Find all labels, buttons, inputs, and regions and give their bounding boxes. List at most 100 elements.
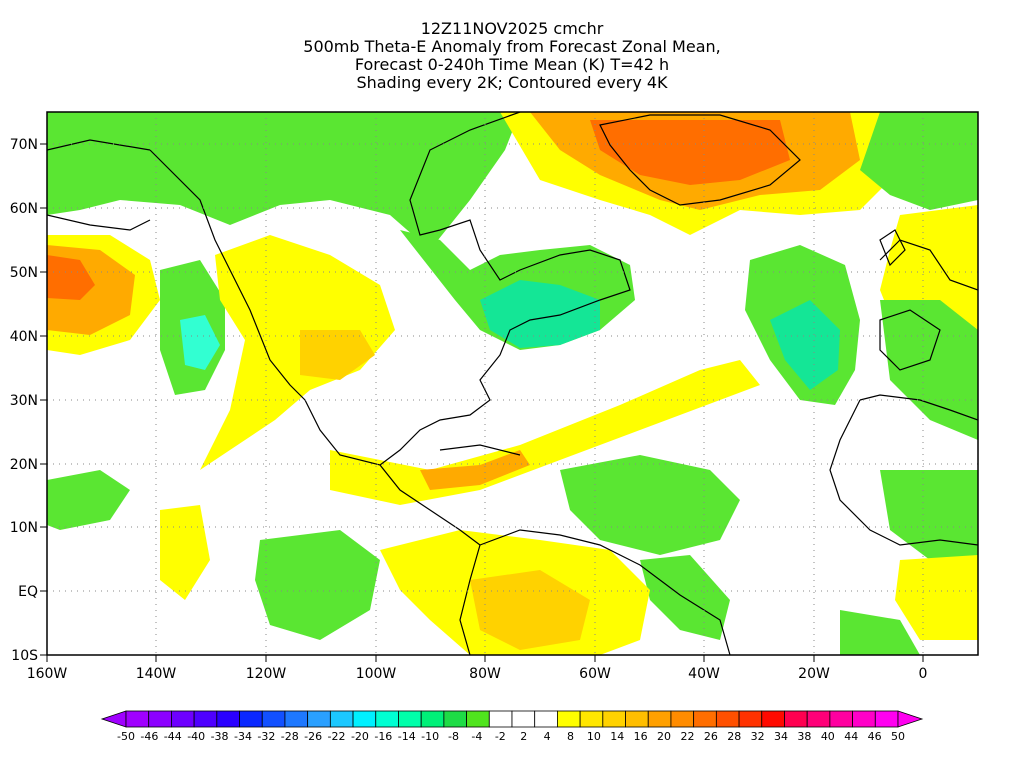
axis-ticks	[40, 143, 924, 662]
shade-green-eastpacific	[255, 530, 380, 640]
shade-green-westafrica	[880, 470, 978, 560]
colorbar-swatch	[261, 710, 286, 728]
map-frame	[46, 111, 979, 656]
colorbar-label: 20	[657, 730, 671, 743]
colorbar-label: 44	[844, 730, 858, 743]
lon-label: 0	[919, 666, 928, 682]
colorbar-swatch	[375, 710, 399, 728]
lon-label: 60W	[579, 666, 611, 682]
colorbar-swatch	[329, 710, 354, 728]
colorbar-swatch	[579, 710, 604, 728]
colorbar-swatch	[806, 710, 831, 728]
title-line-1: 12Z11NOV2025 cmchr	[420, 19, 604, 38]
shade-green-tropics-east	[560, 455, 740, 555]
colorbar-label: -34	[234, 730, 252, 743]
lon-label: 80W	[469, 666, 501, 682]
title-line-2: 500mb Theta-E Anomaly from Forecast Zona…	[303, 37, 721, 56]
lat-label: 10S	[11, 648, 38, 664]
coastline-iberia	[879, 309, 941, 371]
coastline-cuba	[439, 444, 521, 456]
coastline-south-america-west	[459, 544, 481, 655]
colorbar-label: -46	[140, 730, 158, 743]
colorbar-label: -20	[351, 730, 369, 743]
shade-yellow-westus	[200, 235, 395, 470]
colorbar-swatch	[670, 710, 695, 728]
colorbar-label: -2	[495, 730, 506, 743]
colorbar-swatch	[398, 710, 422, 728]
coastline-central-america	[379, 464, 481, 546]
lon-label: 40W	[688, 666, 720, 682]
colorbar-label: -14	[398, 730, 416, 743]
shade-redorange-pacific	[47, 255, 95, 300]
colorbar-swatch	[715, 710, 740, 728]
coastline-alaska	[47, 139, 151, 231]
colorbar-label: 16	[634, 730, 648, 743]
lat-label: 30N	[10, 393, 38, 409]
colorbar-label: 46	[868, 730, 882, 743]
colorbar-label: 4	[544, 730, 551, 743]
colorbar-swatch	[216, 710, 240, 728]
shade-yellow-southeast	[895, 555, 978, 640]
coastline-greenland	[599, 114, 801, 206]
colorbar-swatch	[420, 710, 445, 728]
colorbar-swatch	[647, 710, 672, 728]
colorbar-label: 8	[567, 730, 574, 743]
colorbar-swatch	[466, 710, 490, 728]
colorbar-label: 50	[891, 730, 905, 743]
colorbar-swatch	[874, 710, 899, 728]
coastlines	[47, 112, 978, 655]
colorbar-label: -8	[448, 730, 459, 743]
shade-aqua-pacific	[180, 315, 220, 370]
lat-label: 50N	[10, 265, 38, 281]
colorbar-label: 22	[680, 730, 694, 743]
colorbar-swatch	[625, 710, 649, 728]
shade-green-arctic	[47, 112, 520, 250]
colorbar: -50 -46 -44 -40 -38 -34 -32 -28 -26 -22 -20 -16 -14-…	[100, 710, 924, 743]
shade-yellow-westpac-south	[160, 505, 210, 600]
coastline-europe	[879, 239, 978, 291]
shade-redorange-greenland	[590, 120, 790, 185]
colorbar-swatch	[784, 710, 808, 728]
colorbar-swatch	[829, 710, 853, 728]
colorbar-label: 32	[751, 730, 765, 743]
colorbar-label: -4	[471, 730, 482, 743]
lat-label: 40N	[10, 329, 38, 345]
shaded-field	[47, 112, 978, 655]
shade-teal-midatlantic	[770, 300, 840, 390]
lon-label: 120W	[246, 666, 287, 682]
colorbar-label: -16	[374, 730, 392, 743]
lon-label: 140W	[136, 666, 177, 682]
colorbar-label: 38	[797, 730, 811, 743]
colorbar-swatch	[511, 710, 536, 728]
colorbar-left-arrow	[100, 710, 127, 728]
colorbar-label: 26	[704, 730, 718, 743]
colorbar-label: 34	[774, 730, 788, 743]
colorbar-right-arrow	[897, 710, 924, 728]
title-block: 12Z11NOV2025 cmchr 500mb Theta-E Anomaly…	[0, 20, 1024, 92]
colorbar-swatch	[148, 710, 172, 728]
graticule	[47, 112, 978, 655]
colorbar-swatch	[534, 710, 558, 728]
lon-label: 100W	[356, 666, 397, 682]
colorbar-label: -26	[304, 730, 322, 743]
colorbar-label: -38	[211, 730, 229, 743]
coastline-uk	[879, 229, 906, 267]
lon-label: 160W	[27, 666, 68, 682]
shade-green-northeast	[860, 112, 978, 210]
shade-lightorange-westus	[300, 330, 375, 380]
colorbar-label: -50	[117, 730, 135, 743]
colorbar-label: -44	[164, 730, 182, 743]
colorbar-swatch	[602, 710, 626, 728]
title-line-3: Forecast 0-240h Time Mean (K) T=42 h	[354, 55, 670, 74]
lon-label: 20W	[798, 666, 830, 682]
colorbar-swatch	[852, 710, 876, 728]
shade-green-southatlantic	[840, 610, 920, 655]
colorbar-swatch	[352, 710, 377, 728]
colorbar-label: 28	[727, 730, 741, 743]
lat-label: EQ	[18, 584, 38, 600]
colorbar-swatch	[171, 710, 195, 728]
colorbar-swatch	[284, 710, 309, 728]
shade-orange-caribbean	[420, 450, 530, 490]
colorbar-label: -40	[187, 730, 205, 743]
